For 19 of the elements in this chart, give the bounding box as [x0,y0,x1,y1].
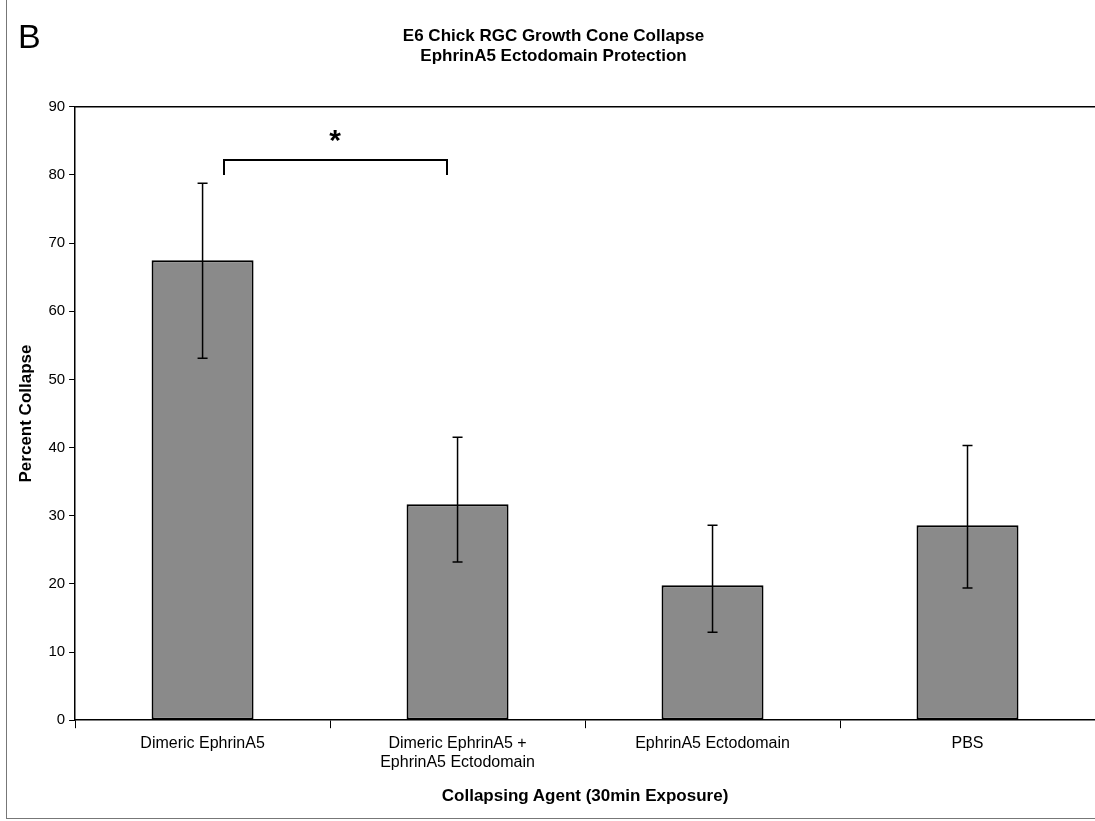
y-tick-label: 50 [48,369,66,387]
annotation: * [329,123,342,157]
text: B [18,17,41,56]
y-tick-label: 20 [48,574,66,592]
x-axis-title: Collapsing Agent (30min Exposure) [441,786,729,806]
y-tick-label: 80 [48,165,66,183]
chart-title: E6 Chick RGC Growth Cone Collapse EphrinA5 Ectodomain Protection [402,25,705,66]
y-axis-title: Percent Collapse [15,344,35,483]
x-tick-label: Dimeric EphrinA5 [140,734,265,752]
x-tick-label: EphrinA5 Ectodomain [635,734,790,752]
y-tick-label: 10 [48,642,66,660]
y-tick-label: 40 [48,437,66,455]
y-tick-label: 30 [48,505,66,523]
x-tick-label: PBS [951,734,984,752]
y-tick-label: 70 [48,233,66,251]
x-tick-label: Dimeric EphrinA5 + EphrinA5 Ectodomain [380,734,535,771]
y-tick-label: 60 [48,301,66,319]
y-tick-label: 90 [48,96,66,114]
y-tick-label: 0 [56,710,66,728]
